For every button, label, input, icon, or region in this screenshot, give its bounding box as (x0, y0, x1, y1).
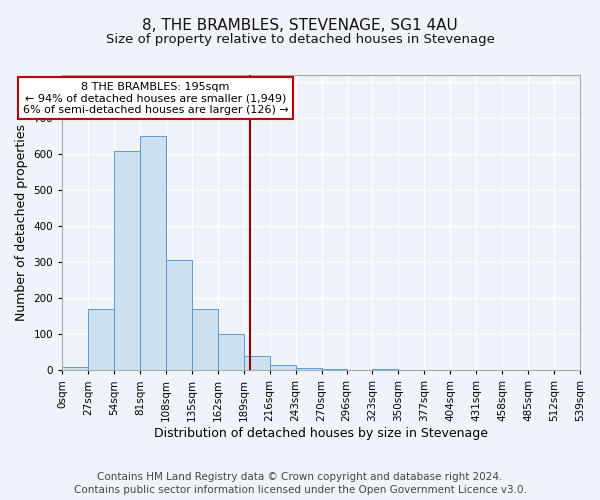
Bar (373, 369, 398, 370)
Y-axis label: Number of detached properties: Number of detached properties (15, 124, 28, 321)
Text: 8 THE BRAMBLES: 195sqm
← 94% of detached houses are smaller (1,949)
6% of semi-d: 8 THE BRAMBLES: 195sqm ← 94% of detached… (23, 82, 288, 115)
Text: Size of property relative to detached houses in Stevenage: Size of property relative to detached ho… (106, 32, 494, 46)
Bar (140, 136, 166, 370)
Bar (88, 309, 114, 370)
Bar (192, 309, 218, 370)
Text: 8, THE BRAMBLES, STEVENAGE, SG1 4AU: 8, THE BRAMBLES, STEVENAGE, SG1 4AU (142, 18, 458, 32)
X-axis label: Distribution of detached houses by size in Stevenage: Distribution of detached houses by size … (154, 427, 488, 440)
Text: Contains public sector information licensed under the Open Government Licence v3: Contains public sector information licen… (74, 485, 526, 495)
Bar (296, 368, 322, 370)
Bar (218, 334, 244, 370)
Text: Contains HM Land Registry data © Crown copyright and database right 2024.: Contains HM Land Registry data © Crown c… (97, 472, 503, 482)
Bar (166, 260, 192, 370)
Bar (244, 356, 270, 370)
Bar (114, 150, 140, 370)
Bar (270, 365, 296, 370)
Bar (322, 369, 347, 370)
Bar (62, 366, 88, 370)
